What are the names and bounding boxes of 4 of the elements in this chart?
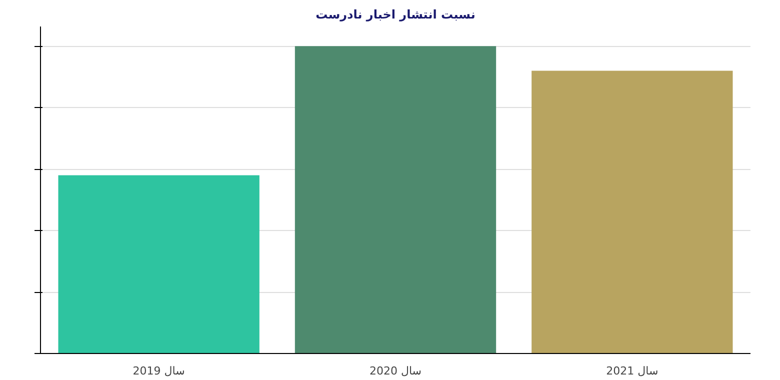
chart-title: نسبت انتشار اخبار نادرست: [316, 8, 476, 22]
x-tick-label: سال 2019: [132, 364, 185, 378]
x-tick-label: سال 2020: [369, 364, 422, 378]
x-tick-label: سال 2021: [606, 364, 658, 378]
